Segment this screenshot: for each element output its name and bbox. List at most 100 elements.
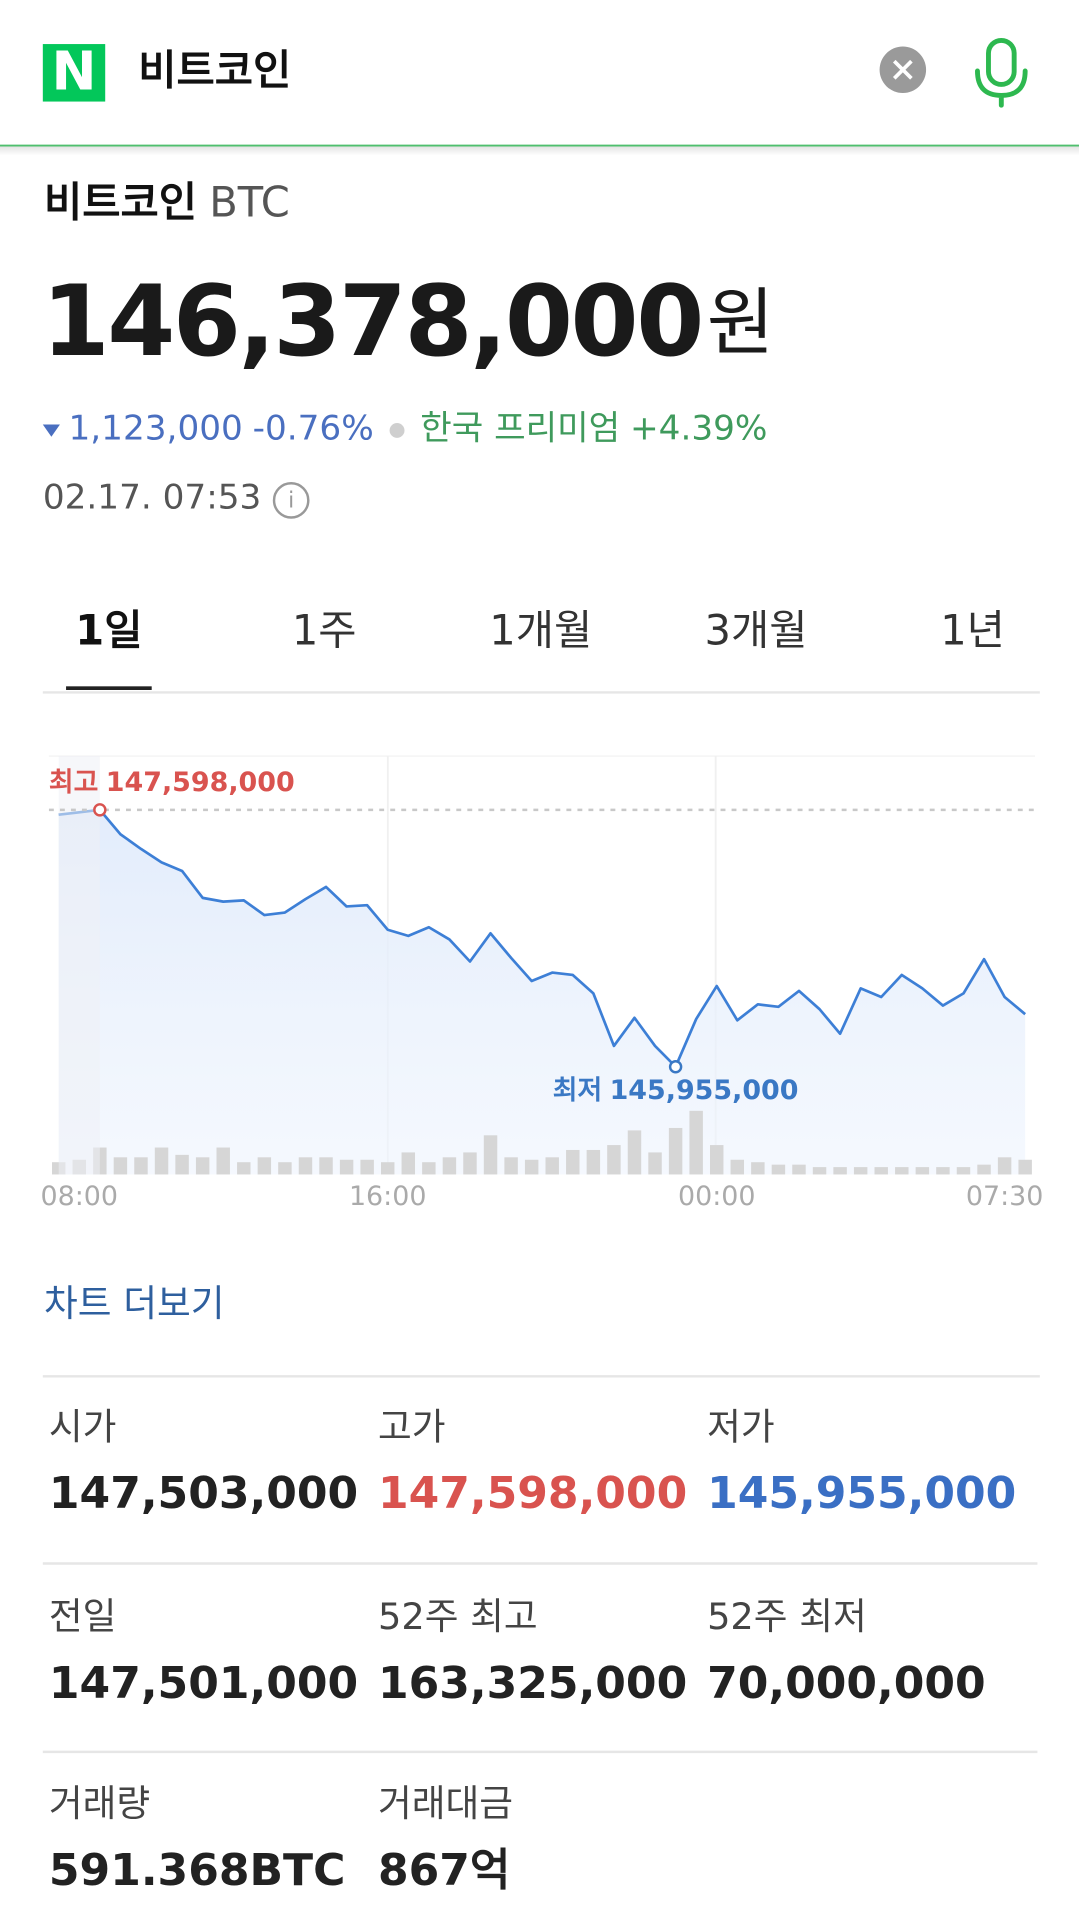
volume-bar: [874, 1167, 888, 1175]
volume-bar: [380, 1162, 395, 1175]
volume-bar: [792, 1164, 806, 1175]
coin-title: 비트코인 BTC: [44, 178, 290, 227]
volume-bar: [627, 1130, 642, 1175]
quote-time: 02.17. 07:53: [43, 478, 262, 518]
logo[interactable]: [42, 44, 106, 102]
volume-bar: [751, 1162, 765, 1175]
annotation-label: 최저: [553, 1075, 603, 1106]
stat-value: 147,598,000: [378, 1468, 687, 1519]
down-arrow: [42, 424, 60, 437]
volume-bar: [586, 1149, 601, 1175]
stat-value: 145,955,000: [707, 1468, 1016, 1519]
volume-bar: [524, 1159, 539, 1175]
premium-label: 한국 프리미엄: [420, 408, 620, 448]
extreme-marker: [93, 803, 107, 817]
volume-bar: [401, 1152, 416, 1175]
volume-bar: [422, 1162, 436, 1175]
x-tick-label: 07:30: [966, 1181, 1044, 1212]
volume-bar: [853, 1167, 868, 1175]
info-glyph: i: [288, 489, 294, 514]
pre-session-shade: [58, 756, 100, 1175]
x-tick-label: 08:00: [41, 1181, 119, 1212]
chart: 최고 147,598,000 최저 145,955,000 08:00 16:00 00:0…: [41, 755, 1044, 1212]
annotation: 최저 145,955,000: [553, 1075, 799, 1106]
tab[interactable]: 3개월: [705, 606, 808, 655]
x-tick-label: 16:00: [349, 1181, 427, 1212]
coin-ticker: BTC: [209, 178, 290, 227]
volume-bar: [216, 1147, 230, 1175]
search-query[interactable]: 비트코인: [138, 45, 291, 94]
price-line: [58, 808, 1027, 1069]
tab[interactable]: 1년: [940, 606, 1005, 655]
info-icon[interactable]: [272, 482, 310, 519]
volume-bar: [730, 1159, 745, 1175]
coin-name: 비트코인: [44, 178, 197, 227]
annotation-label: 최고: [49, 766, 99, 797]
stat-value: 147,503,000: [49, 1468, 358, 1519]
volume-bar: [134, 1157, 148, 1175]
clear-icon: [892, 59, 913, 80]
separator-dot: ●: [388, 417, 405, 440]
volume-bar: [997, 1157, 1012, 1175]
stat-value: 867억: [378, 1845, 510, 1896]
volume-bar: [689, 1110, 703, 1175]
volume-bar: [483, 1135, 498, 1175]
volume-bar: [463, 1152, 477, 1175]
volume-bar: [298, 1157, 313, 1175]
tab[interactable]: 1주: [292, 606, 357, 655]
volume-bar: [237, 1162, 251, 1175]
stat-value: 70,000,000: [707, 1658, 986, 1709]
stats: 시가 147,503,000 고가 147,598,000 저가 145,955,000 전…: [42, 1405, 1038, 1896]
price: 146,378,000: [42, 265, 702, 379]
volume-bar: [360, 1159, 374, 1175]
stat-label: 거래량: [49, 1782, 150, 1825]
volume-bar: [936, 1167, 950, 1175]
stat-label: 저가: [707, 1405, 775, 1448]
stat-value: 147,501,000: [49, 1658, 358, 1709]
volume-bar: [812, 1167, 827, 1175]
price-line: 146,378,000원: [42, 265, 775, 379]
volume-bar: [771, 1164, 786, 1175]
annotation: 최고 147,598,000: [49, 766, 295, 797]
premium: +4.39%: [630, 408, 768, 448]
stat-label: 전일: [49, 1595, 117, 1638]
stat-value: 591.368BTC: [49, 1845, 345, 1896]
volume-bar: [895, 1167, 909, 1175]
x-tick-label: 00:00: [678, 1181, 756, 1212]
tab[interactable]: 1개월: [489, 606, 592, 655]
tabs: 1일 1주 1개월 3개월 1년: [66, 606, 1005, 690]
volume-bar: [504, 1157, 518, 1175]
volume-bar: [977, 1164, 991, 1175]
annotation-value: 145,955,000: [610, 1075, 799, 1106]
volume-bar: [278, 1162, 292, 1175]
more-chart-link[interactable]: 차트 더보기: [44, 1282, 224, 1325]
stat-label: 시가: [49, 1405, 117, 1448]
header-shadow: [0, 145, 1079, 156]
volume-bar: [566, 1149, 580, 1175]
volume-bar: [113, 1157, 128, 1175]
tab-underline: [66, 686, 152, 690]
volume-bar: [339, 1159, 354, 1175]
volume-bar: [915, 1167, 930, 1175]
stat-label: 거래대금: [378, 1782, 513, 1825]
annotation-value: 147,598,000: [106, 766, 295, 797]
volume-bar: [648, 1152, 662, 1175]
change-line: 1,123,000 -0.76% ● 한국 프리미엄 +4.39%: [69, 408, 768, 448]
volume-bar: [545, 1157, 559, 1175]
mic-button[interactable]: [975, 37, 1028, 108]
logo-text: N: [51, 39, 96, 102]
volume-bar: [607, 1145, 621, 1175]
stat-label: 52주 최고: [378, 1595, 538, 1638]
volume-bar: [319, 1157, 333, 1175]
change-pct: -0.76%: [253, 408, 374, 448]
change: 1,123,000: [69, 408, 243, 448]
volume-bar: [195, 1157, 210, 1175]
stat-value: 163,325,000: [378, 1658, 687, 1709]
volume-bar: [175, 1154, 189, 1175]
volume-bar: [710, 1145, 724, 1175]
volume-bar: [668, 1127, 683, 1175]
tab[interactable]: 1일: [75, 606, 142, 655]
volume-bar: [956, 1167, 971, 1175]
